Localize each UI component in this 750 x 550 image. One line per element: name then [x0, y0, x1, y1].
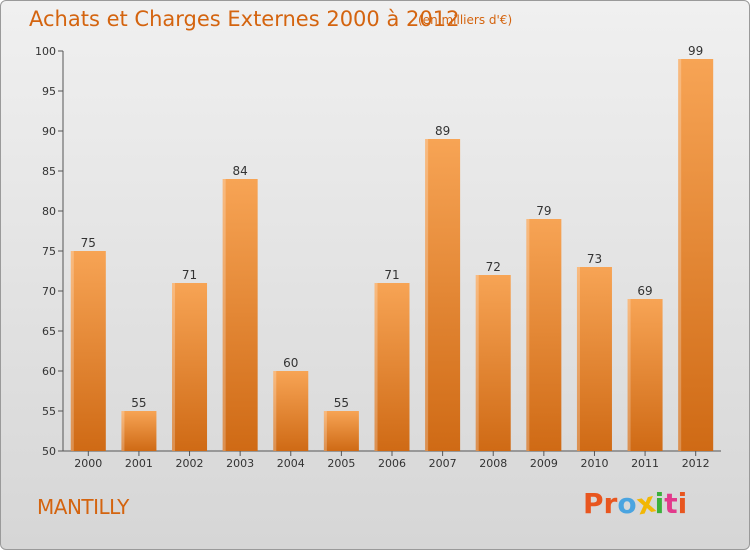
bar-highlight — [425, 139, 429, 451]
bar-highlight — [222, 179, 226, 451]
axes: 50 55 60 65 70 75 80 85 90 95 100 2000 2001 2002 2003 2… — [35, 45, 721, 470]
value-label-2010: 73 — [587, 252, 602, 266]
proxiti-logo: Proxiti — [583, 485, 688, 521]
x-tick-label-2005: 2005 — [327, 457, 355, 470]
bar-2000 — [70, 251, 106, 451]
bar-highlight — [374, 283, 378, 451]
y-tick-label: 90 — [42, 125, 56, 138]
y-tick-label: 75 — [42, 245, 56, 258]
x-tick-label-2006: 2006 — [378, 457, 406, 470]
bar-2008 — [475, 275, 511, 451]
value-label-2006: 71 — [384, 268, 399, 282]
bar-highlight — [70, 251, 74, 451]
value-label-2001: 55 — [131, 396, 146, 410]
y-tick-label: 50 — [42, 445, 56, 458]
bar-2012 — [678, 59, 714, 451]
logo-letter: r — [603, 487, 618, 520]
value-label-2008: 72 — [486, 260, 501, 274]
bars — [70, 59, 714, 451]
x-tick-label-2001: 2001 — [125, 457, 153, 470]
logo-letter: i — [654, 487, 665, 520]
y-tick-label: 100 — [35, 45, 56, 58]
value-label-2009: 79 — [536, 204, 551, 218]
y-tick-label: 70 — [42, 285, 56, 298]
x-tick-label-2004: 2004 — [277, 457, 305, 470]
bar-2004 — [273, 371, 309, 451]
value-label-2000: 75 — [81, 236, 96, 250]
bar-highlight — [627, 299, 631, 451]
x-tick-label-2003: 2003 — [226, 457, 254, 470]
bar-highlight — [678, 59, 682, 451]
bar-2003 — [222, 179, 258, 451]
bar-2010 — [576, 267, 612, 451]
bar-2006 — [374, 283, 410, 451]
logo-letter: i — [677, 487, 688, 520]
value-label-2005: 55 — [334, 396, 349, 410]
x-tick-label-2012: 2012 — [682, 457, 710, 470]
y-tick-label: 85 — [42, 165, 56, 178]
x-tick-label-2007: 2007 — [429, 457, 457, 470]
bar-highlight — [273, 371, 277, 451]
value-label-2011: 69 — [637, 284, 652, 298]
chart-unit: (en milliers d'€) — [418, 13, 513, 27]
bar-2001 — [121, 411, 157, 451]
y-tick-label: 95 — [42, 85, 56, 98]
value-labels: 75 55 71 84 60 55 71 89 72 79 73 69 99 — [81, 44, 704, 410]
value-label-2007: 89 — [435, 124, 450, 138]
bar-highlight — [121, 411, 125, 451]
bar-2007 — [425, 139, 461, 451]
value-label-2002: 71 — [182, 268, 197, 282]
bar-highlight — [323, 411, 327, 451]
y-tick-label: 65 — [42, 325, 56, 338]
x-tick-label-2011: 2011 — [631, 457, 659, 470]
bar-highlight — [526, 219, 530, 451]
logo-letter: P — [583, 487, 604, 520]
bar-highlight — [475, 275, 479, 451]
y-tick-label: 80 — [42, 205, 56, 218]
x-tick-label-2002: 2002 — [176, 457, 204, 470]
bar-2009 — [526, 219, 562, 451]
value-label-2003: 84 — [233, 164, 248, 178]
chart-title: Achats et Charges Externes 2000 à 2012 — [29, 7, 460, 31]
logo-letter: o — [617, 487, 637, 520]
x-tick-label-2010: 2010 — [580, 457, 608, 470]
bar-2005 — [323, 411, 359, 451]
bar-highlight — [172, 283, 176, 451]
x-tick-label-2000: 2000 — [74, 457, 102, 470]
y-tick-label: 55 — [42, 405, 56, 418]
bar-2011 — [627, 299, 663, 451]
value-label-2004: 60 — [283, 356, 298, 370]
location-name: MANTILLY — [37, 495, 129, 519]
bar-2002 — [172, 283, 208, 451]
logo-letter: t — [664, 487, 678, 520]
x-tick-label-2008: 2008 — [479, 457, 507, 470]
y-tick-label: 60 — [42, 365, 56, 378]
x-tick-label-2009: 2009 — [530, 457, 558, 470]
value-label-2012: 99 — [688, 44, 703, 58]
bar-highlight — [576, 267, 580, 451]
